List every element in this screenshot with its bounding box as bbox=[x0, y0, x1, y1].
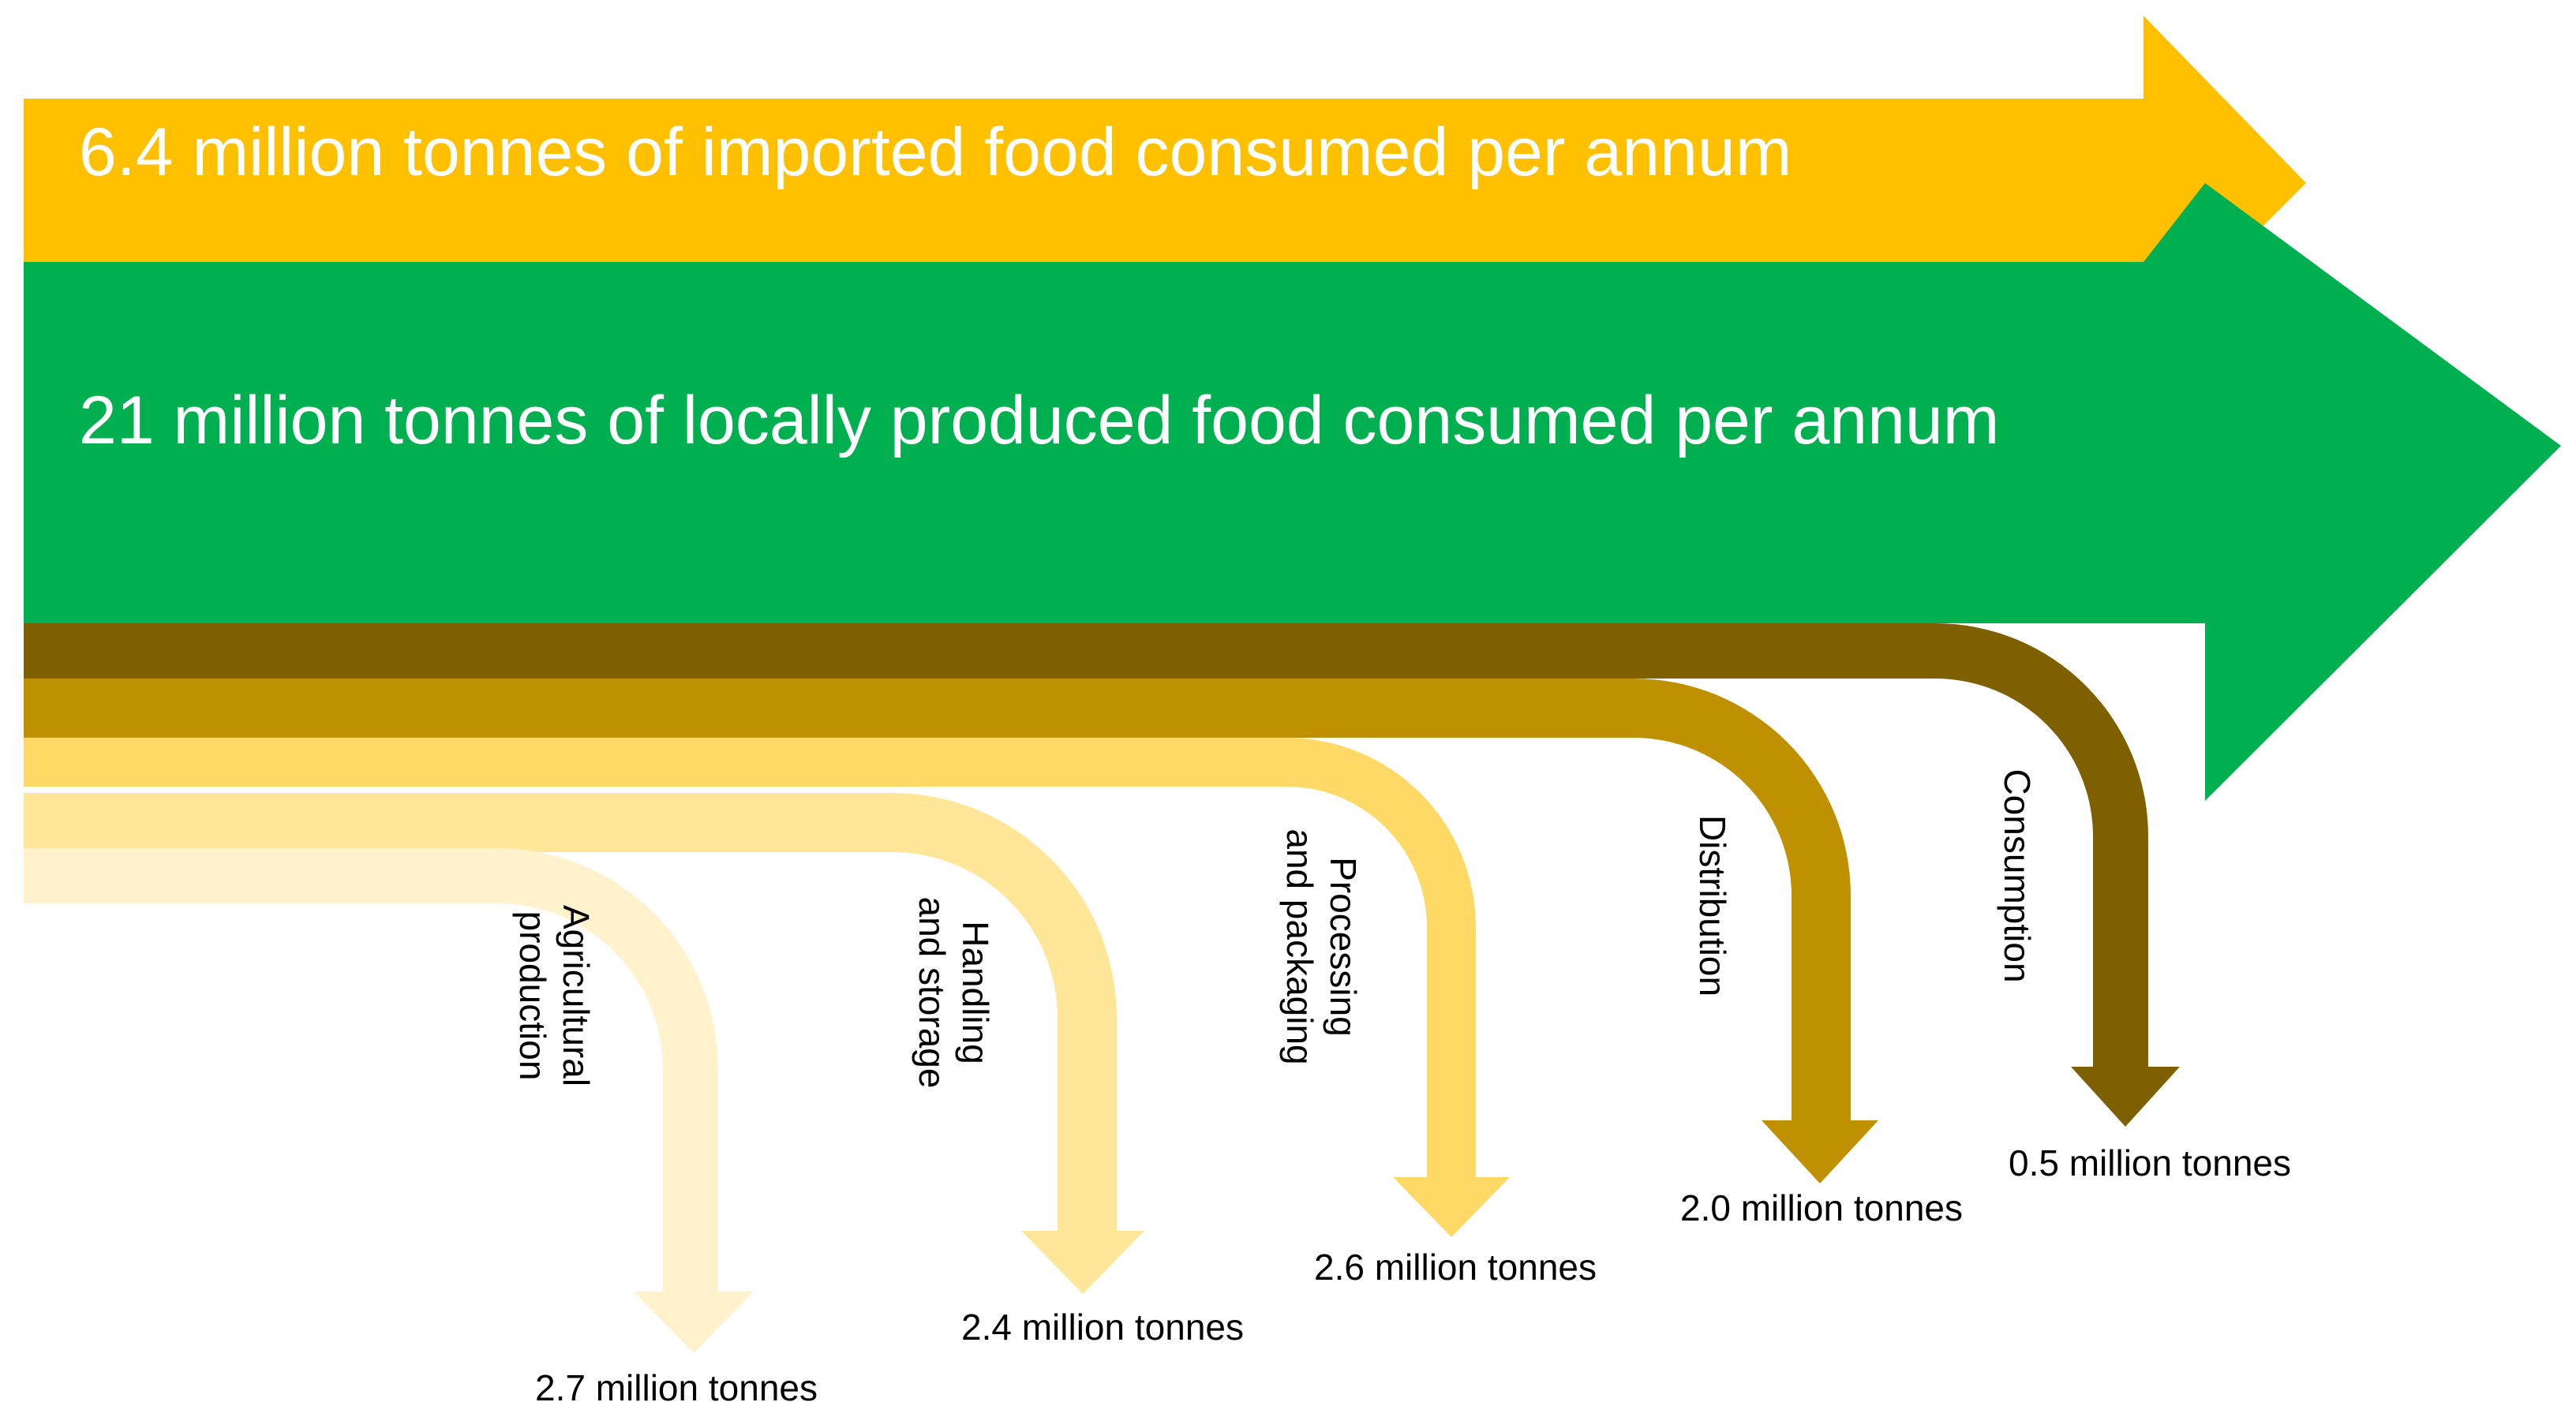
stage-label-consumption: Consumption bbox=[1997, 768, 2038, 982]
amount-label-distribution: 2.0 million tonnes bbox=[1680, 1187, 1963, 1228]
stage-label-line: and packaging bbox=[1279, 828, 1320, 1064]
loss-band-agricultural bbox=[24, 848, 754, 1353]
stage-label-agricultural: Agricultural production bbox=[512, 905, 597, 1086]
stage-label-line: Handling bbox=[955, 921, 996, 1064]
stage-label-distribution: Distribution bbox=[1692, 815, 1733, 996]
amount-label-processing: 2.6 million tonnes bbox=[1314, 1247, 1597, 1288]
stage-label-processing: Processing and packaging bbox=[1279, 828, 1364, 1064]
stage-label-line: and storage bbox=[912, 897, 953, 1089]
loss-band-handling bbox=[24, 793, 1144, 1294]
stage-label-line: Agricultural bbox=[556, 905, 597, 1086]
loss-band-distribution bbox=[24, 679, 1878, 1183]
loss-band-processing bbox=[24, 738, 1510, 1237]
imported-food-arrow bbox=[24, 16, 2306, 346]
stage-label-handling: Handling and storage bbox=[912, 897, 996, 1089]
amount-label-consumption: 0.5 million tonnes bbox=[2009, 1142, 2291, 1183]
local-food-label: 21 million tonnes of locally produced fo… bbox=[79, 383, 1999, 458]
loss-band-consumption bbox=[24, 623, 2180, 1127]
stage-label-line: Distribution bbox=[1692, 815, 1733, 996]
stage-label-line: Consumption bbox=[1997, 768, 2038, 982]
amount-label-handling: 2.4 million tonnes bbox=[961, 1307, 1244, 1348]
stage-label-line: production bbox=[512, 911, 553, 1081]
amount-label-agricultural: 2.7 million tonnes bbox=[535, 1367, 818, 1408]
stage-label-line: Processing bbox=[1323, 857, 1364, 1037]
local-food-arrow bbox=[24, 183, 2561, 801]
imported-food-label: 6.4 million tonnes of imported food cons… bbox=[79, 114, 1792, 190]
